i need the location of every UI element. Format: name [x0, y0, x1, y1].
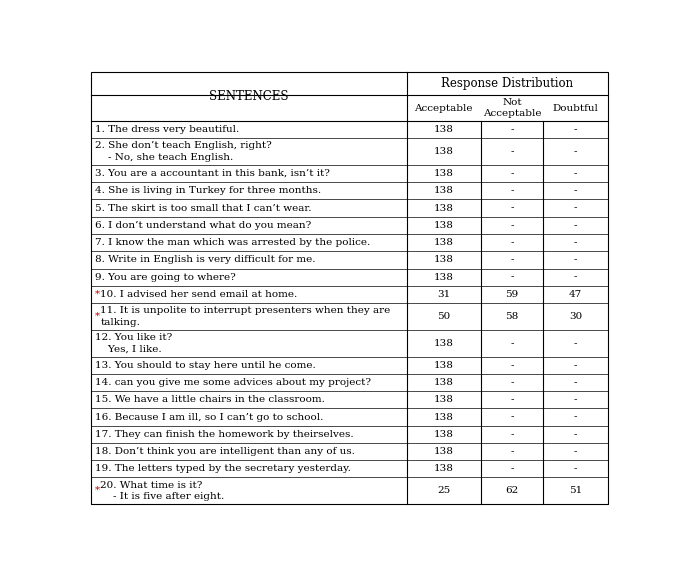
Text: -: -: [510, 186, 514, 195]
Text: -: -: [574, 125, 577, 134]
Text: 138: 138: [434, 125, 454, 134]
Text: 138: 138: [434, 378, 454, 387]
Text: 5. The skirt is too small that I can’t wear.: 5. The skirt is too small that I can’t w…: [95, 204, 311, 212]
Text: 138: 138: [434, 447, 454, 456]
Text: -: -: [510, 169, 514, 178]
Text: -: -: [510, 255, 514, 264]
Text: 138: 138: [434, 272, 454, 282]
Text: 138: 138: [434, 361, 454, 370]
Text: 3. You are a accountant in this bank, isn’t it?: 3. You are a accountant in this bank, is…: [95, 169, 329, 178]
Text: 51: 51: [569, 486, 582, 496]
Text: -: -: [510, 430, 514, 439]
Text: 6. I don’t understand what do you mean?: 6. I don’t understand what do you mean?: [95, 221, 311, 230]
Text: Acceptable: Acceptable: [415, 104, 473, 112]
Text: 8. Write in English is very difficult for me.: 8. Write in English is very difficult fo…: [95, 255, 315, 264]
Text: -: -: [510, 339, 514, 348]
Text: 138: 138: [434, 430, 454, 439]
Text: -: -: [574, 378, 577, 387]
Text: Not
Acceptable: Not Acceptable: [483, 98, 541, 118]
Text: -: -: [574, 413, 577, 421]
Text: -: -: [510, 447, 514, 456]
Text: 19. The letters typed by the secretary yesterday.: 19. The letters typed by the secretary y…: [95, 464, 351, 473]
Text: -: -: [574, 186, 577, 195]
Text: 25: 25: [437, 486, 450, 496]
Text: -: -: [574, 339, 577, 348]
Text: 11. It is unpolite to interrupt presenters when they are
talking.: 11. It is unpolite to interrupt presente…: [100, 306, 391, 327]
Text: 138: 138: [434, 221, 454, 230]
Text: 138: 138: [434, 339, 454, 348]
Text: 10. I advised her send email at home.: 10. I advised her send email at home.: [100, 290, 297, 299]
Text: -: -: [510, 378, 514, 387]
Text: 18. Don’t think you are intelligent than any of us.: 18. Don’t think you are intelligent than…: [95, 447, 355, 456]
Text: -: -: [510, 272, 514, 282]
Text: 9. You are going to where?: 9. You are going to where?: [95, 272, 235, 282]
Text: -: -: [574, 272, 577, 282]
Text: 15. We have a little chairs in the classroom.: 15. We have a little chairs in the class…: [95, 395, 325, 404]
Text: 14. can you give me some advices about my project?: 14. can you give me some advices about m…: [95, 378, 370, 387]
Text: 58: 58: [505, 312, 518, 321]
Text: -: -: [510, 361, 514, 370]
Text: 138: 138: [434, 413, 454, 421]
Text: 31: 31: [437, 290, 450, 299]
Text: -: -: [510, 395, 514, 404]
Text: -: -: [510, 413, 514, 421]
Text: -: -: [510, 125, 514, 134]
Text: -: -: [574, 221, 577, 230]
Text: -: -: [574, 464, 577, 473]
Text: -: -: [574, 430, 577, 439]
Text: Doubtful: Doubtful: [552, 104, 598, 112]
Text: -: -: [510, 464, 514, 473]
Text: 138: 138: [434, 464, 454, 473]
Text: -: -: [510, 204, 514, 212]
Text: 138: 138: [434, 255, 454, 264]
Text: 138: 138: [434, 395, 454, 404]
Text: *: *: [95, 486, 103, 496]
Text: 138: 138: [434, 147, 454, 156]
Text: 7. I know the man which was arrested by the police.: 7. I know the man which was arrested by …: [95, 238, 370, 247]
Text: 138: 138: [434, 204, 454, 212]
Text: 13. You should to stay here until he come.: 13. You should to stay here until he com…: [95, 361, 315, 370]
Text: -: -: [574, 447, 577, 456]
Text: -: -: [574, 147, 577, 156]
Text: -: -: [510, 221, 514, 230]
Text: 138: 138: [434, 238, 454, 247]
Text: 12. You like it?
    Yes, I like.: 12. You like it? Yes, I like.: [95, 333, 172, 353]
Text: -: -: [574, 204, 577, 212]
Text: -: -: [574, 169, 577, 178]
Text: -: -: [510, 238, 514, 247]
Text: 20. What time is it?
    - It is five after eight.: 20. What time is it? - It is five after …: [100, 481, 224, 501]
Text: -: -: [574, 238, 577, 247]
Text: 138: 138: [434, 169, 454, 178]
Text: 50: 50: [437, 312, 450, 321]
Text: *: *: [95, 290, 103, 299]
Text: -: -: [574, 255, 577, 264]
Text: *: *: [95, 312, 103, 321]
Text: SENTENCES: SENTENCES: [209, 90, 289, 103]
Text: 138: 138: [434, 186, 454, 195]
Text: -: -: [510, 147, 514, 156]
Text: -: -: [574, 361, 577, 370]
Text: -: -: [574, 395, 577, 404]
Text: 16. Because I am ill, so I can’t go to school.: 16. Because I am ill, so I can’t go to s…: [95, 413, 323, 421]
Text: 4. She is living in Turkey for three months.: 4. She is living in Turkey for three mon…: [95, 186, 321, 195]
Text: 62: 62: [505, 486, 518, 496]
Text: 30: 30: [569, 312, 582, 321]
Text: 1. The dress very beautiful.: 1. The dress very beautiful.: [95, 125, 239, 134]
Text: 47: 47: [569, 290, 582, 299]
Text: 2. She don’t teach English, right?
    - No, she teach English.: 2. She don’t teach English, right? - No,…: [95, 142, 271, 162]
Text: 17. They can finish the homework by theirselves.: 17. They can finish the homework by thei…: [95, 430, 353, 439]
Text: 59: 59: [505, 290, 518, 299]
Text: Response Distribution: Response Distribution: [441, 78, 574, 90]
